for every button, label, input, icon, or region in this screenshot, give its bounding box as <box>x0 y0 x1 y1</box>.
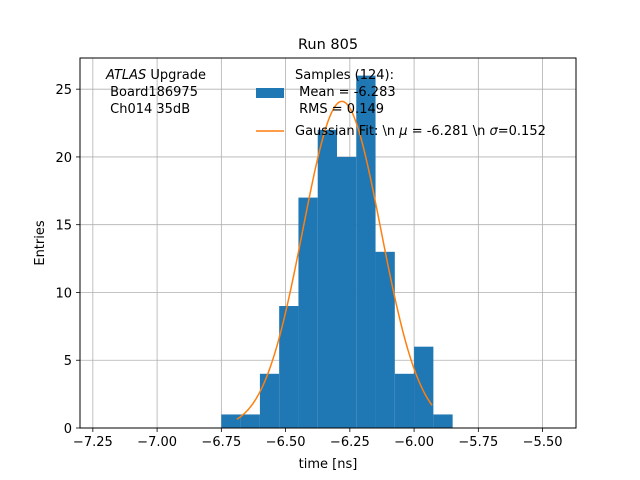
histogram-bar <box>375 251 395 428</box>
histogram-bar <box>240 414 260 428</box>
legend: Samples (124): Mean = -6.283 RMS = 0.149… <box>256 68 546 139</box>
y-tick-label: 10 <box>55 286 72 301</box>
legend-fit-suffix: =0.152 <box>498 124 546 139</box>
y-tick-label: 0 <box>64 422 72 437</box>
x-tick-label: −5.50 <box>523 435 563 450</box>
annotation-line-1: ATLAS Upgrade <box>105 68 206 83</box>
plot-frame <box>79 57 577 429</box>
x-tick-label: −6.75 <box>201 435 241 450</box>
histogram-bar <box>356 75 376 428</box>
y-tick-label: 15 <box>55 219 72 234</box>
x-tick-label: −7.25 <box>73 435 113 450</box>
legend-samples-swatch <box>256 88 284 98</box>
histogram-bar <box>279 306 299 428</box>
x-tick-label: −5.75 <box>458 435 498 450</box>
y-axis-label: Entries <box>33 220 48 266</box>
atlas-label: ATLAS <box>105 68 146 83</box>
y-tick-label: 25 <box>55 83 72 98</box>
y-tick-label: 5 <box>64 354 72 369</box>
legend-samples-line-2: Mean = -6.283 <box>295 85 396 100</box>
histogram-bar <box>259 373 280 428</box>
histogram-bar <box>221 414 241 428</box>
legend-fit-prefix: Gaussian Fit: \n <box>295 124 399 139</box>
x-axis-label: time [ns] <box>299 457 358 472</box>
board-label: Board186975 <box>106 85 198 100</box>
legend-fit-mu: μ <box>398 124 407 139</box>
histogram-bar <box>394 373 415 428</box>
x-tick-label: −7.00 <box>137 435 177 450</box>
histogram-bar <box>433 414 453 428</box>
gaussian-fit-curve <box>236 100 433 420</box>
histogram-bar <box>298 197 318 428</box>
legend-fit-sigma: σ <box>490 124 499 139</box>
histogram-bar <box>317 129 337 429</box>
gaussian-fit <box>236 100 433 420</box>
legend-fit-label: Gaussian Fit: \n μ = -6.281 \n σ=0.152 <box>295 124 546 139</box>
y-tick-label: 20 <box>55 151 72 166</box>
chart-title: Run 805 <box>298 37 358 53</box>
x-axis-ticks: −7.25 −7.00 −6.75 −6.50 −6.25 −6.00 −5.75 −5.50 <box>73 428 563 450</box>
y-axis-ticks: 0 5 10 15 20 25 <box>55 83 80 437</box>
histogram-bar <box>336 156 357 428</box>
atlas-annotation: ATLAS Upgrade Board186975 Ch014 35dB <box>105 68 206 117</box>
x-tick-label: −6.00 <box>394 435 434 450</box>
legend-samples-line-3: RMS = 0.149 <box>295 102 384 117</box>
legend-fit-mid: = -6.281 \n <box>408 124 490 139</box>
upgrade-label: Upgrade <box>146 68 206 83</box>
x-tick-label: −6.50 <box>266 435 306 450</box>
channel-label: Ch014 35dB <box>106 102 190 117</box>
histogram-bar <box>414 346 434 428</box>
x-tick-label: −6.25 <box>330 435 370 450</box>
histogram-bars <box>221 75 453 429</box>
legend-samples-line-1: Samples (124): <box>295 68 394 83</box>
